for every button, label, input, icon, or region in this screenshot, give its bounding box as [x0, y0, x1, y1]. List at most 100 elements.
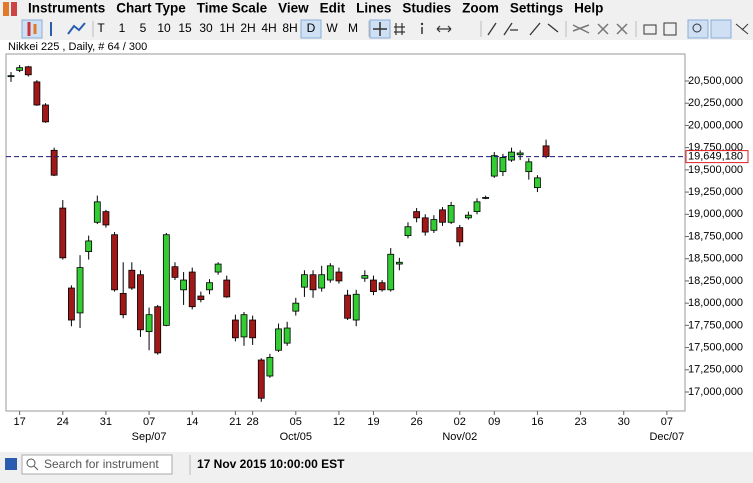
- candle-body: [188, 271, 196, 308]
- timeframe-selected: [300, 19, 322, 39]
- candle-body: [464, 214, 472, 219]
- x-tick-label: 07: [661, 416, 673, 428]
- menu-item[interactable]: Settings: [510, 1, 563, 16]
- candle-body: [378, 282, 386, 291]
- timeframe-button[interactable]: 2H: [240, 21, 255, 35]
- candle-body: [421, 217, 429, 233]
- timeframe-button[interactable]: 15: [178, 21, 192, 35]
- candle-body: [223, 279, 231, 298]
- candle-body: [309, 274, 317, 291]
- search-placeholder[interactable]: Search for instrument: [44, 457, 159, 471]
- menu-bar: [0, 0, 753, 18]
- copy-button[interactable]: [663, 22, 677, 36]
- timeframe-button[interactable]: 30: [199, 21, 213, 35]
- candle-body: [154, 306, 162, 354]
- candle-body: [24, 66, 32, 76]
- y-tick-label: 18,750,000: [688, 230, 743, 242]
- grid-button[interactable]: [394, 23, 405, 35]
- y-tick-label: 20,000,000: [688, 119, 743, 131]
- print-button[interactable]: [643, 24, 657, 35]
- y-tick-label: 18,000,000: [688, 297, 743, 309]
- x-tick-label: 24: [57, 416, 69, 428]
- menu-item[interactable]: Edit: [320, 1, 346, 16]
- x-tick-label: 14: [186, 416, 198, 428]
- y-tick-label: 17,500,000: [688, 341, 743, 353]
- x-tick-label: 07: [143, 416, 155, 428]
- candle-body: [352, 293, 360, 321]
- last-price-label: 19,649,180: [688, 151, 743, 163]
- menu-item[interactable]: View: [278, 1, 309, 16]
- chart-type-candle-button[interactable]: [21, 19, 43, 39]
- timeframe-button[interactable]: 1H: [219, 21, 234, 35]
- last-price-box: [685, 150, 749, 164]
- candle-body: [387, 253, 395, 291]
- x-month-label: Nov/02: [442, 431, 477, 443]
- candle-body: [162, 234, 170, 326]
- y-tick-label: 20,500,000: [688, 75, 743, 87]
- candle-body: [7, 75, 15, 78]
- candle-body: [93, 201, 101, 223]
- timeframe-button[interactable]: T: [97, 21, 105, 35]
- menu-item[interactable]: Zoom: [462, 1, 499, 16]
- y-tick-label: 17,750,000: [688, 319, 743, 331]
- timeframe-button[interactable]: W: [326, 21, 338, 35]
- candle-body: [180, 279, 188, 291]
- candle-body: [499, 157, 507, 173]
- search-box[interactable]: [21, 454, 173, 475]
- x-tick-label: 12: [333, 416, 345, 428]
- x-tick-label: 16: [531, 416, 543, 428]
- x-tick-label: 09: [488, 416, 500, 428]
- candle-body: [473, 201, 481, 213]
- y-tick-label: 19,500,000: [688, 164, 743, 176]
- zoom-button[interactable]: [687, 19, 709, 39]
- menu-item[interactable]: Lines: [356, 1, 391, 16]
- candle-body: [283, 327, 291, 344]
- candle-body: [301, 274, 308, 288]
- icon: [692, 23, 702, 33]
- candle-body: [361, 275, 369, 279]
- x-tick-label: 30: [618, 416, 630, 428]
- timeframe-button[interactable]: D: [307, 21, 316, 35]
- timeframe-button[interactable]: 5: [140, 21, 147, 35]
- candle-body: [490, 155, 498, 177]
- zoom-area-button[interactable]: [710, 19, 732, 39]
- timeframe-button[interactable]: 8H: [282, 21, 297, 35]
- menu-item[interactable]: Studies: [402, 1, 451, 16]
- timeframe-button[interactable]: 4H: [261, 21, 276, 35]
- x-tick-label: 05: [290, 416, 302, 428]
- timeframe-button[interactable]: 10: [157, 21, 171, 35]
- x-tick-label: 23: [574, 416, 586, 428]
- candle-body: [430, 219, 438, 231]
- menu-item[interactable]: Help: [574, 1, 603, 16]
- menu-item[interactable]: Instruments: [28, 1, 105, 16]
- x-tick-label: 19: [367, 416, 379, 428]
- candle-body: [516, 152, 524, 156]
- timeframe-button[interactable]: M: [348, 21, 358, 35]
- x-tick-label: 26: [410, 416, 422, 428]
- chart-type-line-button[interactable]: [67, 22, 86, 35]
- delete-tools[interactable]: [572, 23, 628, 35]
- drawing-tools[interactable]: [487, 22, 559, 36]
- app-icon: [3, 2, 9, 16]
- candle-body: [318, 274, 326, 289]
- y-tick-label: 17,250,000: [688, 364, 743, 376]
- candle-body: [525, 161, 533, 173]
- candle-body: [482, 197, 490, 199]
- y-tick-label: 20,250,000: [688, 97, 743, 109]
- candle-body: [59, 207, 67, 259]
- menu-item[interactable]: Chart Type: [116, 1, 186, 16]
- pan-button[interactable]: [436, 25, 452, 33]
- candle-body: [447, 205, 455, 223]
- more-button[interactable]: [735, 23, 749, 35]
- x-month-label: Dec/07: [649, 431, 684, 443]
- candle-body: [542, 145, 550, 158]
- info-button[interactable]: [420, 22, 424, 26]
- candle-body: [137, 274, 144, 331]
- candle-body: [119, 292, 127, 316]
- candle-body: [266, 356, 274, 377]
- timeframe-button[interactable]: 1: [119, 21, 126, 35]
- menu-item[interactable]: Time Scale: [197, 1, 268, 16]
- candle-body: [128, 269, 136, 289]
- candle-body: [197, 295, 205, 300]
- candle-body: [231, 319, 239, 339]
